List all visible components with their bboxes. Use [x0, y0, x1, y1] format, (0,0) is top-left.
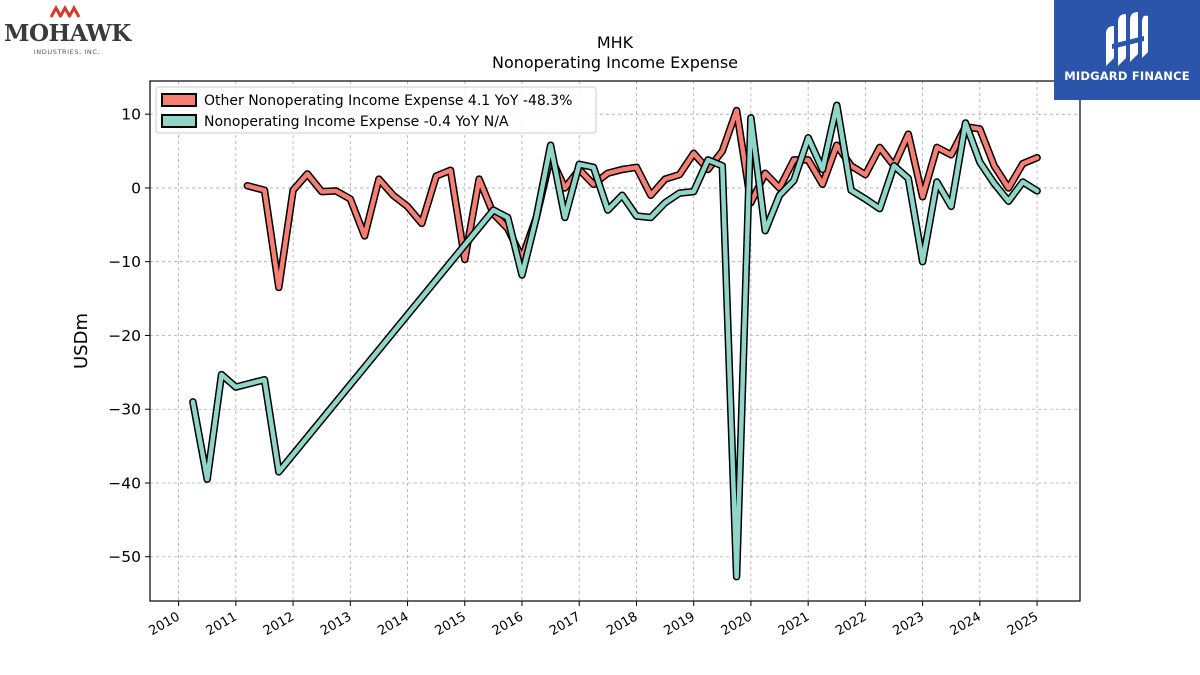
x-tick-label: 2013 — [318, 609, 354, 639]
midgard-wordmark: MIDGARD FINANCE — [1064, 69, 1190, 83]
y-tick-label: −20 — [108, 327, 141, 345]
chart-series — [189, 101, 1041, 581]
chart-grid — [150, 81, 1080, 601]
x-tick-label: 2021 — [776, 609, 812, 639]
legend-swatch-other-nonoperating — [161, 93, 197, 107]
x-tick-label: 2012 — [261, 609, 297, 639]
x-tick-label: 2023 — [890, 609, 926, 639]
midgard-logo: MIDGARD FINANCE — [1054, 0, 1200, 100]
y-tick-label: −10 — [108, 253, 141, 271]
series-nonoperating-line — [190, 103, 1040, 579]
y-axis-label: USDm — [71, 313, 92, 369]
x-tick-label: 2011 — [204, 609, 240, 639]
y-tick-label: −40 — [108, 474, 141, 492]
mohawk-subtitle: INDUSTRIES, INC. — [33, 48, 101, 56]
x-tick-label: 2014 — [375, 609, 411, 639]
x-tick-label: 2016 — [490, 609, 526, 639]
mohawk-wordmark: MOHAWK — [4, 20, 131, 47]
chart-subtitle: Nonoperating Income Expense — [492, 53, 738, 72]
x-tick-label: 2025 — [1005, 609, 1041, 639]
x-tick-label: 2018 — [604, 609, 640, 639]
x-tick-label: 2022 — [833, 609, 869, 639]
y-tick-label: 0 — [131, 179, 141, 197]
y-tick-label: −50 — [108, 548, 141, 566]
series-nonoperating-outline — [189, 101, 1041, 581]
plot-frame — [149, 80, 1081, 602]
series-other-nonoperating-line — [245, 108, 1040, 290]
x-tick-label: 2015 — [433, 609, 469, 639]
legend: Other Nonoperating Income Expense 4.1 Yo… — [155, 86, 597, 134]
y-tick-label: 10 — [121, 106, 141, 124]
x-tick-label: 2010 — [146, 609, 182, 639]
legend-label-nonoperating: Nonoperating Income Expense -0.4 YoY N/A — [204, 114, 509, 130]
x-tick-label: 2024 — [948, 609, 984, 639]
legend-swatch-nonoperating — [161, 114, 197, 128]
legend-label-other-nonoperating: Other Nonoperating Income Expense 4.1 Yo… — [204, 93, 572, 109]
series-other-nonoperating-outline — [243, 106, 1041, 292]
mohawk-logo: MOHAWK INDUSTRIES, INC. — [4, 4, 131, 58]
midgard-m-icon — [1106, 12, 1148, 66]
x-tick-label: 2020 — [719, 609, 755, 639]
x-tick-label: 2017 — [547, 609, 583, 639]
legend-box — [155, 86, 597, 134]
chart-title: MHK — [597, 33, 634, 52]
mohawk-chevrons-icon — [50, 4, 81, 18]
x-tick-label: 2019 — [662, 609, 698, 639]
y-tick-label: −30 — [108, 401, 141, 419]
